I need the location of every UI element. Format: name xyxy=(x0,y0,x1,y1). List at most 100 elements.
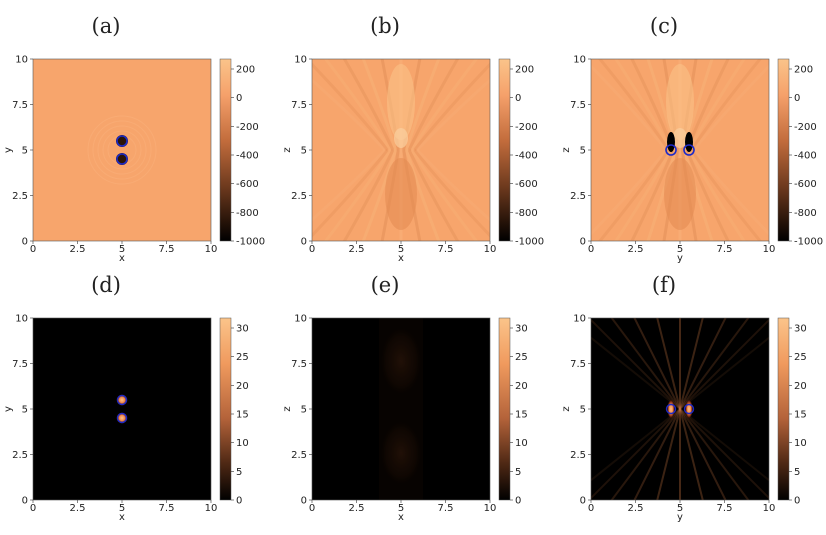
vortex-ring xyxy=(116,394,128,406)
x-tick-label: 7.5 xyxy=(717,503,733,514)
y-tick-label: 5 xyxy=(301,405,307,416)
x-tick-label: 2.5 xyxy=(70,503,86,514)
colorbar-tick-label: 15 xyxy=(794,410,807,421)
y-tick-label: 7.5 xyxy=(12,100,28,111)
y-tick-label: 5 xyxy=(580,146,586,157)
panel-f: (f) 0 2.5 5 7.5 10 10 7.5 5 2.5 0 y z 30 25 20 15 10 5 0 xyxy=(561,273,807,524)
x-tick-label: 0 xyxy=(588,244,594,255)
vortex-ring xyxy=(683,403,695,415)
colorbar-tick-label: 200 xyxy=(236,65,255,76)
panel-label-e: (e) xyxy=(371,273,400,297)
x-tick-label: 5 xyxy=(677,503,683,514)
y-tick-label: 0 xyxy=(580,237,586,248)
colorbar-tick-label: -400 xyxy=(515,151,538,162)
vortex-ring xyxy=(683,144,695,156)
x-axis-label: x xyxy=(119,253,125,264)
colorbar-tick-label: 10 xyxy=(236,438,249,449)
colorbar-tick-label: 20 xyxy=(515,381,528,392)
colorbar-tick-label: -400 xyxy=(236,151,259,162)
vortex-ring xyxy=(116,153,128,165)
y-tick-label: 10 xyxy=(15,314,28,325)
colorbar-a: 200 0 -200 -400 -600 -800 -1000 xyxy=(219,58,265,248)
x-axis-label: x xyxy=(119,512,125,523)
faint-lobe xyxy=(379,325,423,397)
colorbar-gradient xyxy=(777,317,790,501)
x-tick-label: 10 xyxy=(763,244,776,255)
colorbar-e: 30 25 20 15 10 5 0 xyxy=(498,317,528,507)
x-tick-label: 5 xyxy=(119,503,125,514)
colorbar-tick-label: 10 xyxy=(515,438,528,449)
y-axis-label: z xyxy=(282,406,293,411)
colorbar-tick-label: 30 xyxy=(236,324,249,335)
colorbar-tick-label: -1000 xyxy=(236,237,265,248)
colorbar-tick-label: -200 xyxy=(794,122,817,133)
colorbar-tick-label: 30 xyxy=(794,324,807,335)
y-tick-label: 7.5 xyxy=(291,100,307,111)
dark-core xyxy=(667,132,675,152)
plot-area-c: 0 2.5 5 7.5 10 10 7.5 5 2.5 0 y z xyxy=(561,55,776,265)
y-tick-label: 10 xyxy=(573,314,586,325)
panel-label-f: (f) xyxy=(652,273,676,297)
x-tick-label: 10 xyxy=(484,503,497,514)
x-tick-label: 5 xyxy=(398,503,404,514)
plot-background xyxy=(33,59,211,241)
colorbar-tick-label: 25 xyxy=(515,352,528,363)
vortex-ring xyxy=(116,412,128,424)
x-tick-label: 7.5 xyxy=(438,244,454,255)
x-tick-label: 7.5 xyxy=(159,244,175,255)
y-tick-label: 10 xyxy=(15,55,28,66)
y-axis-label: z xyxy=(561,147,572,152)
panel-c: (c) 0 2.5 5 7.5 10 10 7.5 5 2.5 0 y z 200 0 -200 -400 -60… xyxy=(561,14,823,264)
vortex-core xyxy=(116,153,128,165)
y-tick-label: 0 xyxy=(22,237,28,248)
y-axis-label: y xyxy=(3,406,14,412)
x-tick-label: 7.5 xyxy=(717,244,733,255)
panel-d: (d) 0 2.5 5 7.5 10 10 7.5 5 2.5 0 x y 30 25 20 15 10 5 0 xyxy=(3,273,249,523)
x-tick-label: 2.5 xyxy=(628,503,644,514)
plot-area-f: 0 2.5 5 7.5 10 10 7.5 5 2.5 0 y z xyxy=(561,314,775,524)
x-tick-label: 7.5 xyxy=(159,503,175,514)
plot-area-d: 0 2.5 5 7.5 10 10 7.5 5 2.5 0 x y xyxy=(3,314,217,524)
colorbar-gradient xyxy=(498,317,511,501)
y-tick-label: 7.5 xyxy=(570,359,586,370)
colorbar-tick-label: 0 xyxy=(236,496,242,507)
plot-area-a: 0 2.5 5 7.5 10 10 7.5 5 2.5 0 x y xyxy=(3,55,217,265)
x-axis-label: y xyxy=(677,253,683,264)
colorbar-gradient xyxy=(219,58,232,242)
colorbar-tick-label: -200 xyxy=(236,122,259,133)
y-axis-label: z xyxy=(561,406,572,411)
colorbar-tick-label: 15 xyxy=(236,410,249,421)
colorbar-tick-label: -400 xyxy=(794,151,817,162)
colorbar-tick-label: 10 xyxy=(794,438,807,449)
vortex-ring xyxy=(665,403,677,415)
density-peak xyxy=(685,399,693,419)
x-tick-label: 10 xyxy=(205,244,218,255)
y-tick-label: 5 xyxy=(580,405,586,416)
x-tick-label: 2.5 xyxy=(70,244,86,255)
x-tick-label: 10 xyxy=(205,503,218,514)
vortex-core xyxy=(116,135,128,147)
colorbar-tick-label: 0 xyxy=(794,496,800,507)
colorbar-tick-label: 200 xyxy=(794,65,813,76)
colorbar-tick-label: -800 xyxy=(515,208,538,219)
colorbar-tick-label: 20 xyxy=(794,381,807,392)
colorbar-c: 200 0 -200 -400 -600 -800 -1000 xyxy=(777,58,823,248)
y-tick-label: 2.5 xyxy=(12,450,28,461)
x-tick-label: 2.5 xyxy=(349,244,365,255)
y-tick-label: 10 xyxy=(573,55,586,66)
y-tick-label: 2.5 xyxy=(12,191,28,202)
colorbar-tick-label: -600 xyxy=(794,179,817,190)
colorbar-f: 30 25 20 15 10 5 0 xyxy=(777,317,807,507)
colorbar-tick-label: 0 xyxy=(515,93,521,104)
y-axis-label: y xyxy=(3,147,14,153)
y-tick-label: 7.5 xyxy=(570,100,586,111)
colorbar-gradient xyxy=(777,58,790,242)
y-tick-label: 10 xyxy=(294,314,307,325)
colorbar-tick-label: -800 xyxy=(236,208,259,219)
y-tick-label: 5 xyxy=(22,146,28,157)
y-axis-label: z xyxy=(282,147,293,152)
colorbar-tick-label: -1000 xyxy=(794,237,823,248)
x-tick-label: 5 xyxy=(119,244,125,255)
plot-area-b: 0 2.5 5 7.5 10 10 7.5 5 2.5 0 x z xyxy=(282,55,496,265)
